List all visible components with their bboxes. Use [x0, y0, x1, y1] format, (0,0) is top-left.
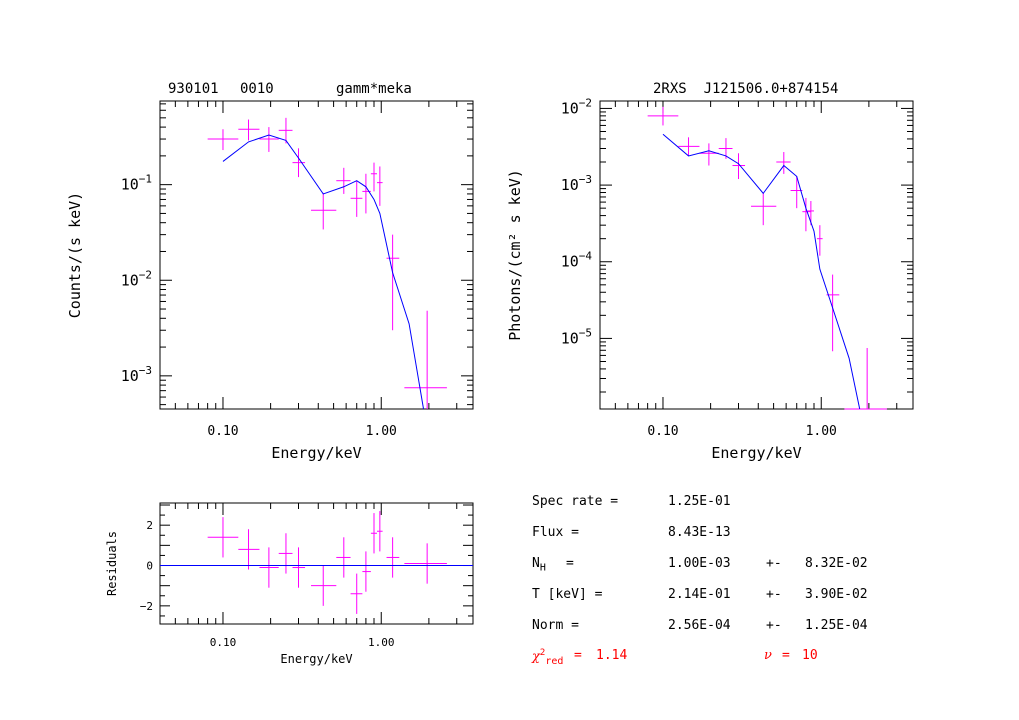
photons-model-line — [662, 133, 861, 410]
residuals-ylabel: Residuals — [105, 531, 119, 596]
temperature-error: 3.90E-02 — [805, 587, 868, 602]
nh-plusminus: +- — [766, 556, 782, 571]
photons-xtick-label: 1.00 — [806, 424, 837, 439]
photons-ytick-label: 10−4 — [561, 250, 593, 271]
norm-value: 2.56E-04 — [668, 618, 731, 633]
spec-rate-value: 1.25E-01 — [668, 494, 731, 509]
temperature-plusminus: +- — [766, 587, 782, 602]
nh-error: 8.32E-02 — [805, 556, 868, 571]
norm-plusminus: +- — [766, 618, 782, 633]
residuals-frame — [159, 502, 474, 625]
temperature-label: T [keV] = — [532, 587, 603, 602]
flux-value: 8.43E-13 — [668, 525, 731, 540]
counts-model-line — [222, 134, 425, 410]
dof-label: ν — [764, 648, 772, 663]
photons-frame — [599, 100, 914, 410]
obs-id-label: 930101 — [168, 81, 219, 97]
dof-value: 10 — [802, 648, 818, 663]
residuals-plot: 0.10 1.00 2 0 −2 Energy/keV Residuals — [105, 502, 474, 666]
spec-rate-label: Spec rate = — [532, 494, 619, 509]
photons-xlabel: Energy/keV — [711, 444, 801, 462]
chi-square-label: χ2red — [532, 648, 564, 667]
residuals-ytick-label: 0 — [146, 560, 153, 573]
counts-ytick-label: 10−2 — [121, 268, 152, 289]
residuals-xtick-label: 1.00 — [368, 636, 395, 649]
counts-ylabel: Counts/(s keV) — [66, 192, 84, 318]
counts-xtick-label: 0.10 — [207, 424, 238, 439]
photons-plot: 0.10 1.00 10−2 10−3 10−4 10−5 Energy/keV Photon… — [506, 96, 914, 462]
counts-ytick-label: 10−1 — [121, 173, 152, 194]
counts-xtick-label: 1.00 — [366, 424, 397, 439]
residuals-ytick-label: −2 — [140, 600, 153, 613]
nh-value: 1.00E-03 — [668, 556, 731, 571]
photons-ytick-label: 10−2 — [561, 96, 592, 117]
photons-ytick-label: 10−3 — [561, 173, 592, 194]
nh-equals: = — [566, 556, 574, 571]
photons-xtick-label: 0.10 — [647, 424, 678, 439]
source-label: 2RXS J121506.0+874154 — [653, 81, 838, 97]
temperature-value: 2.14E-01 — [668, 587, 731, 602]
residuals-xlabel: Energy/keV — [280, 652, 352, 666]
model-label: gamm*meka — [336, 81, 412, 97]
flux-label: Flux = — [532, 525, 579, 540]
counts-xlabel: Energy/keV — [271, 444, 361, 462]
counts-ytick-label: 10−3 — [121, 364, 152, 385]
residuals-xtick-label: 0.10 — [210, 636, 237, 649]
nh-label: NH — [532, 556, 546, 574]
norm-label: Norm = — [532, 618, 579, 633]
norm-error: 1.25E-04 — [805, 618, 868, 633]
photons-ylabel: Photons/(cm² s keV) — [506, 169, 524, 341]
chi-square-equals: = — [574, 648, 582, 663]
chi-square-value: 1.14 — [596, 648, 628, 663]
counts-plot: 0.10 1.00 10−1 10−2 10−3 Energy/keV Counts/(s … — [66, 100, 474, 462]
dof-equals: = — [782, 648, 790, 663]
obs-num-label: 0010 — [240, 81, 274, 97]
photons-ytick-label: 10−5 — [561, 326, 592, 347]
residuals-ytick-label: 2 — [146, 519, 153, 532]
counts-frame — [159, 100, 474, 410]
